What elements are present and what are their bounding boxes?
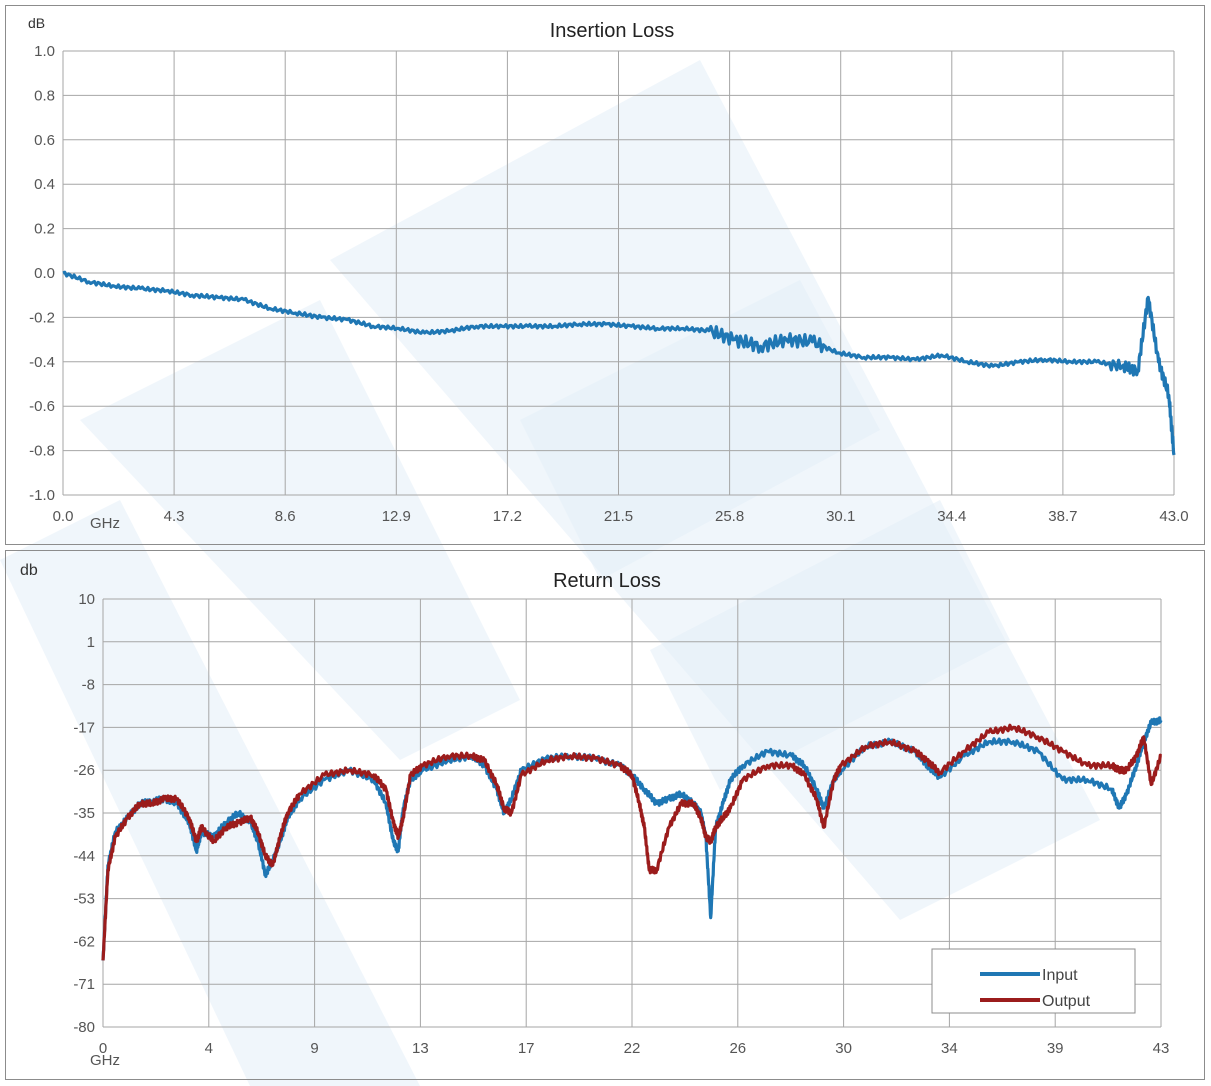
x-tick-label: 26 — [729, 1040, 746, 1057]
series-line-output — [101, 723, 1163, 961]
insertion-loss-panel: Insertion Loss dB GHz 1.0 0.8 0.6 0.4 0.2 0.0… — [5, 5, 1205, 545]
y-tick-label: -62 — [73, 933, 95, 950]
y-tick-label: -0.2 — [29, 309, 55, 326]
x-tick-label: 30.1 — [826, 508, 855, 525]
return-loss-chart: Return Loss db GHz 10 1 -8 -17 -26 -35 -44 -53 -… — [20, 562, 1170, 1069]
y-tick-label: -44 — [73, 848, 95, 865]
x-tick-label: 34.4 — [937, 508, 966, 525]
y-tick-label: -53 — [73, 891, 95, 908]
y-tick-label: 0.2 — [34, 221, 55, 238]
y-tick-label: -17 — [73, 719, 95, 736]
y-tick-label: -1.0 — [29, 487, 55, 504]
x-tick-label: 8.6 — [275, 508, 296, 525]
legend: Input Output — [931, 948, 1136, 1014]
x-tick-label: 30 — [835, 1040, 852, 1057]
x-tick-label: 4 — [205, 1040, 213, 1057]
insertion-loss-chart: Insertion Loss dB GHz 1.0 0.8 0.6 0.4 0.2 0.0… — [28, 15, 1189, 532]
y-tick-label: 0.8 — [34, 87, 55, 104]
chart-title: Return Loss — [553, 570, 661, 592]
x-tick-label: 34 — [941, 1040, 958, 1057]
y-unit-label: db — [20, 562, 38, 579]
x-tick-label: 17 — [518, 1040, 535, 1057]
y-unit-label: dB — [28, 15, 45, 31]
x-unit-label: GHz — [90, 515, 120, 532]
y-tick-label: -35 — [73, 805, 95, 822]
series-line-insertion-loss — [62, 270, 1176, 456]
x-tick-label: 22 — [624, 1040, 641, 1057]
x-tick-label: 0.0 — [53, 508, 74, 525]
y-tick-label: 0.4 — [34, 176, 55, 193]
x-tick-label: 21.5 — [604, 508, 633, 525]
legend-label-input: Input — [1042, 967, 1078, 984]
x-tick-label: 0 — [99, 1040, 107, 1057]
x-tick-label: 43 — [1153, 1040, 1170, 1057]
x-tick-label: 38.7 — [1048, 508, 1077, 525]
y-tick-label: -80 — [73, 1019, 95, 1036]
chart-title: Insertion Loss — [550, 20, 675, 42]
x-tick-label: 17.2 — [493, 508, 522, 525]
x-tick-label: 25.8 — [715, 508, 744, 525]
y-tick-label: -0.6 — [29, 398, 55, 415]
y-tick-label: 1 — [87, 634, 95, 651]
y-tick-label: 0.6 — [34, 132, 55, 149]
legend-label-output: Output — [1042, 993, 1091, 1010]
y-tick-label: 1.0 — [34, 43, 55, 60]
y-tick-label: -0.4 — [29, 354, 55, 371]
return-loss-panel: Return Loss db GHz 10 1 -8 -17 -26 -35 -44 -53 -… — [5, 550, 1205, 1080]
x-tick-label: 43.0 — [1159, 508, 1188, 525]
y-tick-label: -0.8 — [29, 443, 55, 460]
y-tick-label: -8 — [82, 677, 95, 694]
x-tick-label: 4.3 — [164, 508, 185, 525]
x-tick-label: 12.9 — [382, 508, 411, 525]
x-tick-label: 39 — [1047, 1040, 1064, 1057]
y-tick-label: 10 — [78, 591, 95, 608]
x-tick-label: 13 — [412, 1040, 429, 1057]
y-tick-label: 0.0 — [34, 265, 55, 282]
legend-box — [931, 948, 1136, 1014]
y-tick-label: -71 — [73, 976, 95, 993]
y-tick-label: -26 — [73, 762, 95, 779]
x-tick-label: 9 — [310, 1040, 318, 1057]
x-unit-label: GHz — [90, 1052, 120, 1069]
